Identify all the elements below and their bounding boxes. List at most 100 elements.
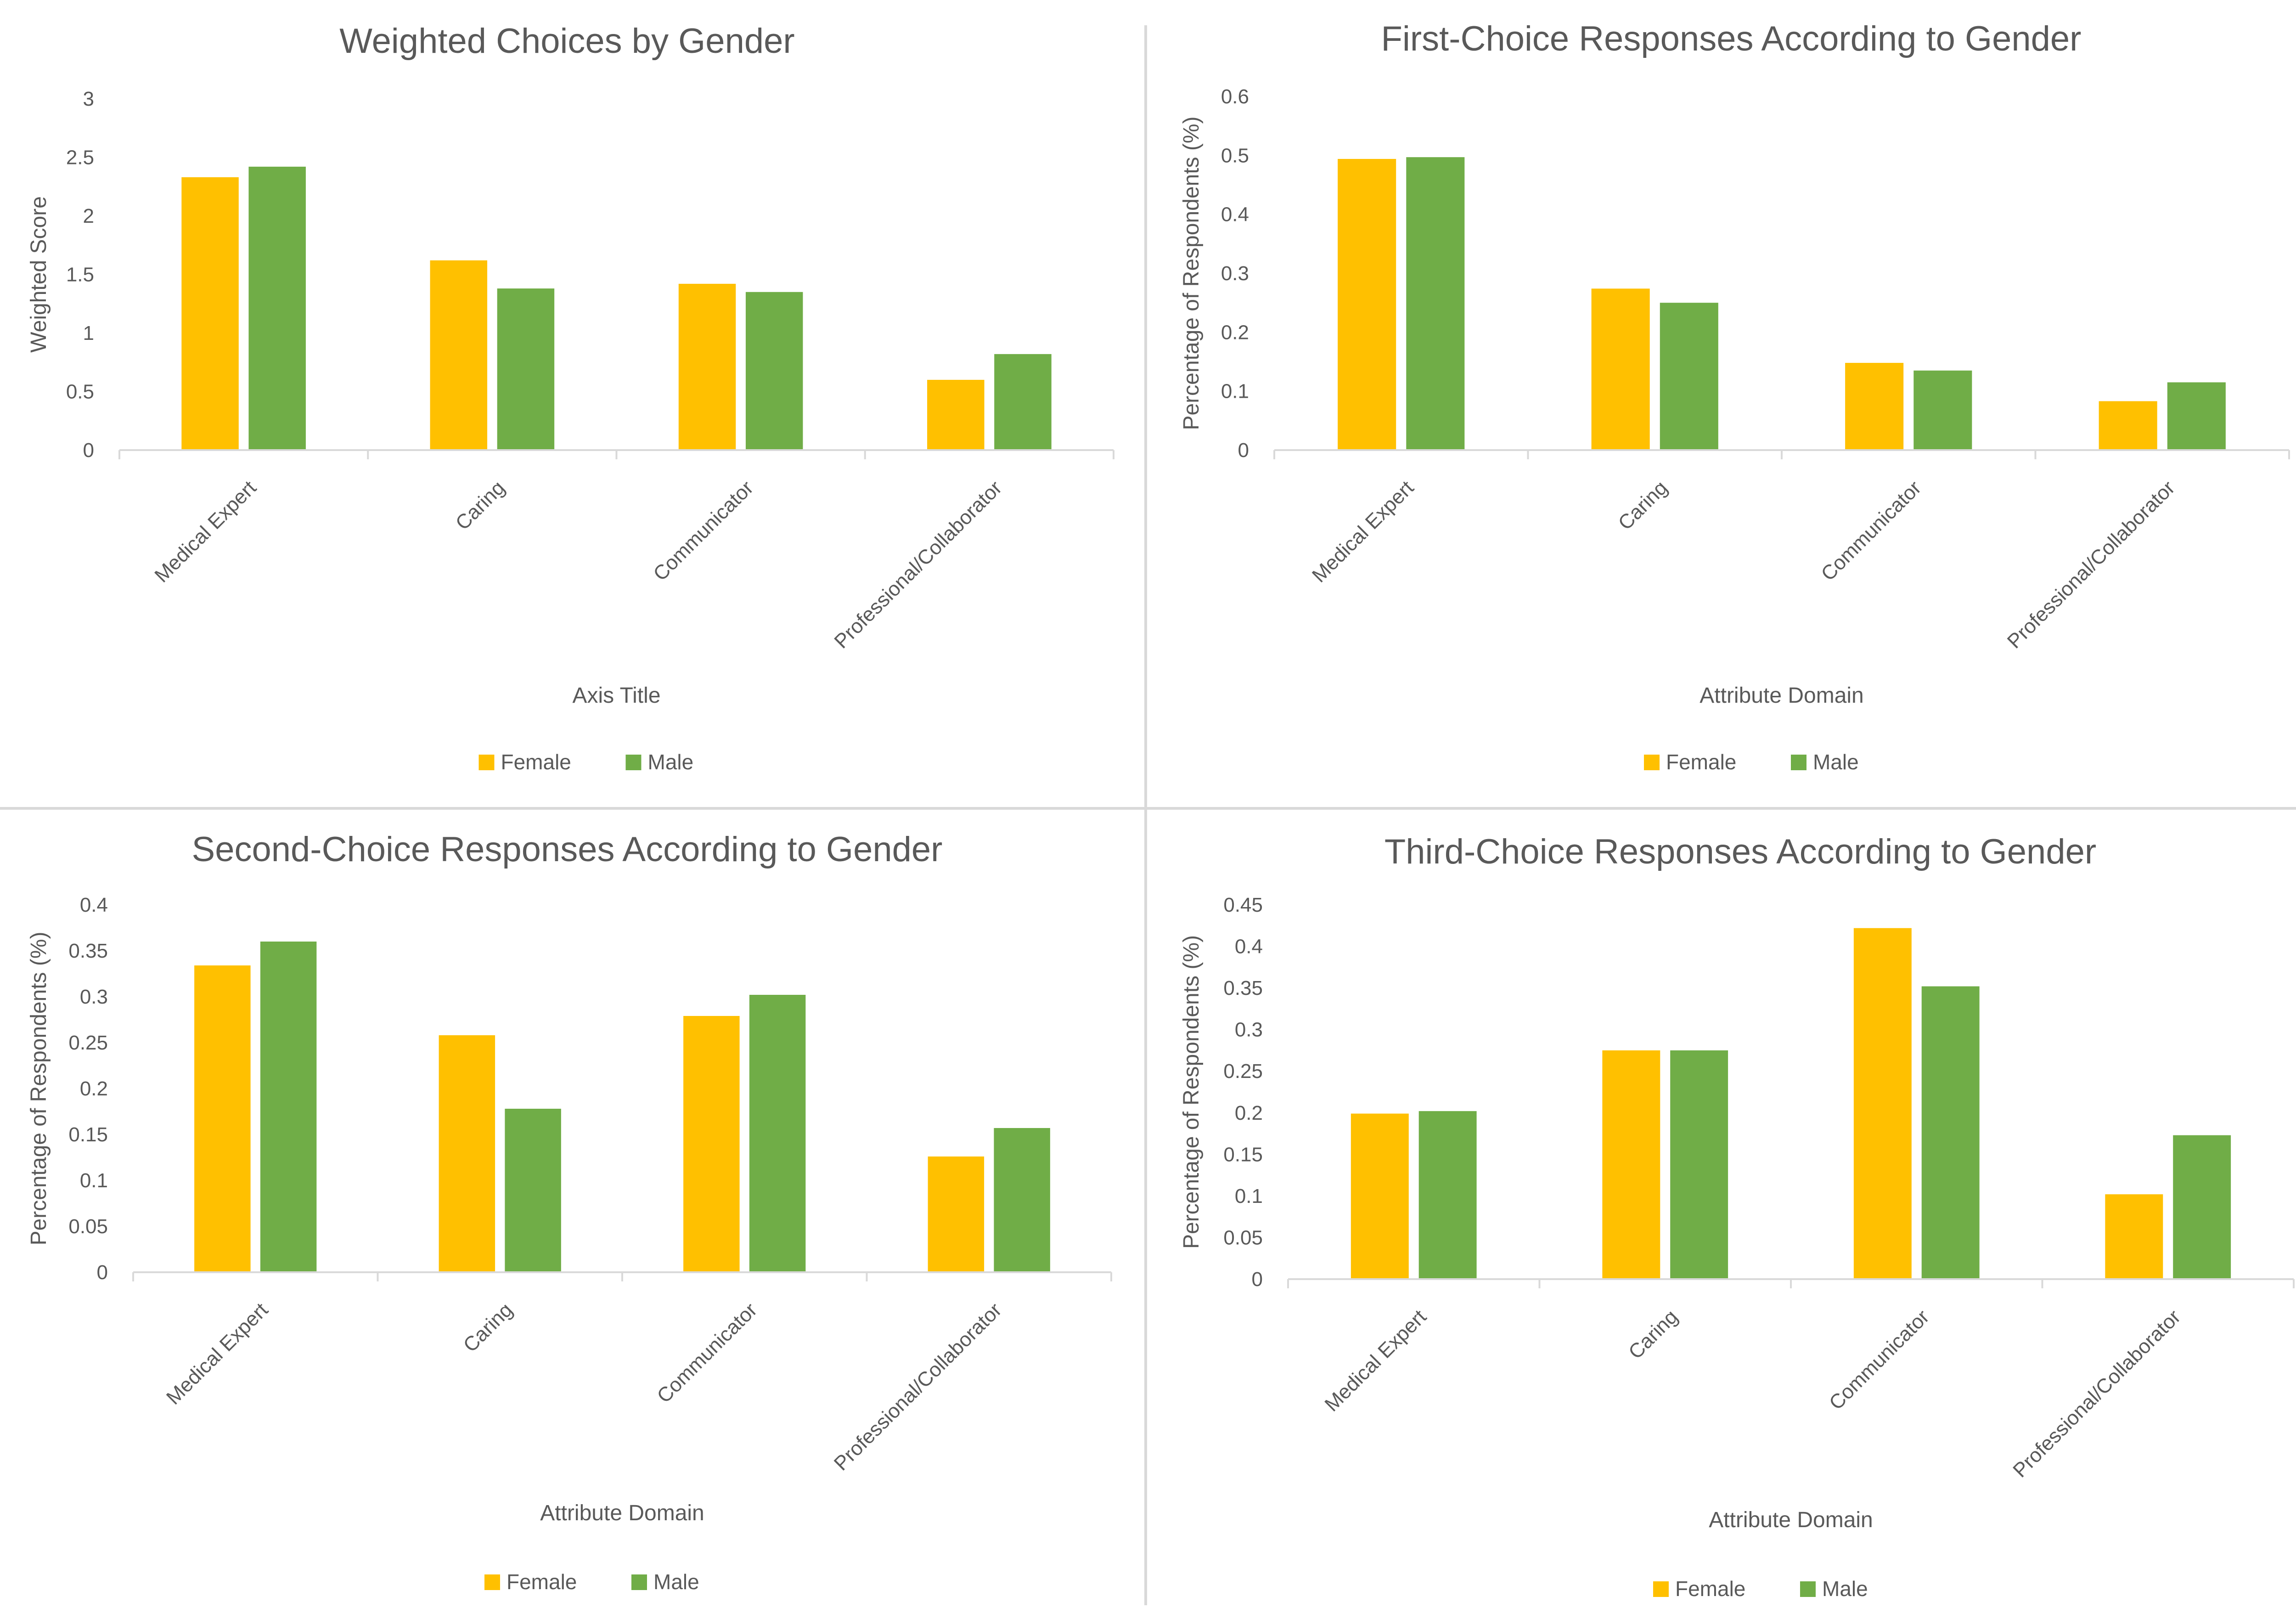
chart-4-male-bar-4 bbox=[2173, 1135, 2231, 1279]
chart-3-legend-swatch-female bbox=[484, 1574, 500, 1590]
chart-1-category-label: Caring bbox=[451, 476, 509, 534]
chart-4-female-bar-1 bbox=[1351, 1113, 1409, 1279]
chart-3-y-tick-label: 0.2 bbox=[80, 1077, 108, 1100]
chart-2-male-bar-3 bbox=[1913, 370, 1972, 450]
chart-2-category-label: Professional/Collaborator bbox=[2003, 476, 2179, 653]
chart-2-male-bar-2 bbox=[1660, 303, 1718, 450]
chart-2-female-bar-4 bbox=[2099, 401, 2157, 450]
chart-4-female-bar-4 bbox=[2105, 1194, 2163, 1279]
chart-1-female-bar-2 bbox=[430, 260, 488, 450]
chart-4-y-tick-label: 0.45 bbox=[1223, 894, 1263, 916]
chart-2-female-bar-3 bbox=[1845, 363, 1904, 450]
chart-3-y-tick-label: 0.1 bbox=[80, 1169, 108, 1192]
chart-3-category-label: Professional/Collaborator bbox=[830, 1298, 1006, 1475]
chart-2-title: First-Choice Responses According to Gend… bbox=[1381, 19, 2082, 58]
chart-3-female-bar-4 bbox=[928, 1156, 985, 1272]
chart-3-female-bar-1 bbox=[194, 965, 251, 1272]
chart-3-male-bar-2 bbox=[505, 1109, 561, 1272]
chart-3-legend-label-female: Female bbox=[506, 1570, 577, 1594]
chart-3-category-label: Caring bbox=[459, 1298, 517, 1356]
chart-2-female-bar-1 bbox=[1338, 159, 1396, 450]
chart-1-y-tick-label: 2 bbox=[83, 205, 94, 227]
chart-4-male-bar-1 bbox=[1418, 1111, 1477, 1279]
chart-2-y-axis-title: Percentage of Respondents (%) bbox=[1179, 116, 1204, 430]
chart-1-y-tick-label: 1 bbox=[83, 322, 94, 344]
chart-4-y-tick-label: 0.2 bbox=[1235, 1102, 1263, 1124]
chart-3-male-bar-4 bbox=[994, 1128, 1050, 1272]
chart-2-category-label: Caring bbox=[1614, 476, 1672, 534]
chart-3-legend-swatch-male bbox=[631, 1574, 647, 1590]
chart-3-title: Second-Choice Responses According to Gen… bbox=[192, 830, 943, 869]
chart-4-legend-swatch-male bbox=[1800, 1581, 1816, 1597]
chart-2-category-label: Communicator bbox=[1817, 476, 1925, 585]
chart-1-y-tick-label: 2.5 bbox=[66, 147, 94, 169]
chart-1-male-bar-4 bbox=[994, 354, 1052, 450]
chart-2-male-bar-1 bbox=[1406, 157, 1465, 450]
chart-4-y-tick-label: 0.4 bbox=[1235, 936, 1263, 958]
chart-3-y-tick-label: 0.15 bbox=[68, 1123, 108, 1146]
chart-2-female-bar-2 bbox=[1591, 288, 1650, 450]
chart-1-y-tick-label: 0 bbox=[83, 439, 94, 462]
chart-1-category-label: Medical Expert bbox=[150, 476, 260, 587]
chart-1-title: Weighted Choices by Gender bbox=[339, 22, 794, 61]
chart-2-y-tick-label: 0.2 bbox=[1221, 321, 1249, 344]
chart-1-male-bar-2 bbox=[497, 288, 555, 450]
chart-1-female-bar-1 bbox=[181, 177, 239, 451]
chart-1-legend-label-female: Female bbox=[501, 750, 571, 774]
chart-2-category-label: Medical Expert bbox=[1308, 476, 1418, 587]
chart-2-y-tick-label: 0 bbox=[1238, 439, 1249, 462]
chart-1-male-bar-1 bbox=[248, 166, 306, 450]
chart-4-male-bar-2 bbox=[1670, 1050, 1728, 1279]
chart-4-category-label: Caring bbox=[1624, 1305, 1682, 1363]
chart-1-y-tick-label: 3 bbox=[83, 88, 94, 110]
chart-4-y-tick-label: 0 bbox=[1252, 1268, 1263, 1291]
chart-3-legend-label-male: Male bbox=[653, 1570, 699, 1594]
chart-4-category-label: Medical Expert bbox=[1320, 1305, 1430, 1416]
chart-4-y-tick-label: 0.15 bbox=[1223, 1143, 1263, 1166]
chart-3-y-tick-label: 0.25 bbox=[68, 1032, 108, 1054]
chart-3-y-tick-label: 0.4 bbox=[80, 894, 108, 916]
chart-4-female-bar-2 bbox=[1602, 1050, 1660, 1279]
chart-4-legend-label-male: Male bbox=[1822, 1577, 1868, 1601]
chart-1-category-label: Communicator bbox=[649, 476, 758, 585]
chart-4-y-tick-label: 0.25 bbox=[1223, 1060, 1263, 1083]
chart-3-y-tick-label: 0.3 bbox=[80, 986, 108, 1008]
chart-2-legend-swatch-male bbox=[1791, 755, 1806, 770]
chart-4-female-bar-3 bbox=[1853, 928, 1912, 1279]
chart-3-male-bar-3 bbox=[749, 995, 806, 1272]
chart-4-legend-swatch-female bbox=[1653, 1581, 1669, 1597]
chart-4-male-bar-3 bbox=[1921, 986, 1980, 1279]
chart-1-y-axis-title: Weighted Score bbox=[27, 196, 51, 353]
chart-1-male-bar-3 bbox=[745, 292, 803, 450]
chart-4-y-tick-label: 0.35 bbox=[1223, 977, 1263, 999]
chart-3-female-bar-3 bbox=[683, 1016, 740, 1272]
chart-2-legend-label-female: Female bbox=[1666, 750, 1736, 774]
chart-3-category-label: Communicator bbox=[653, 1298, 761, 1407]
chart-2-x-axis-title: Attribute Domain bbox=[1699, 683, 1864, 708]
chart-2-y-tick-label: 0.4 bbox=[1221, 203, 1249, 226]
chart-4-title: Third-Choice Responses According to Gend… bbox=[1384, 832, 2096, 871]
chart-3-female-bar-2 bbox=[439, 1035, 495, 1272]
chart-3-y-tick-label: 0.35 bbox=[68, 940, 108, 962]
chart-3-male-bar-1 bbox=[260, 942, 317, 1272]
chart-4-y-axis-title: Percentage of Respondents (%) bbox=[1179, 935, 1204, 1249]
chart-1-legend-label-male: Male bbox=[648, 750, 694, 774]
chart-2-y-tick-label: 0.3 bbox=[1221, 262, 1249, 285]
chart-4-legend-label-female: Female bbox=[1675, 1577, 1745, 1601]
chart-4-y-tick-label: 0.05 bbox=[1223, 1226, 1263, 1249]
chart-3-category-label: Medical Expert bbox=[162, 1298, 272, 1409]
chart-2-legend-swatch-female bbox=[1644, 755, 1660, 770]
chart-4-category-label: Professional/Collaborator bbox=[2009, 1305, 2185, 1482]
chart-1-category-label: Professional/Collaborator bbox=[830, 476, 1006, 653]
chart-3-y-tick-label: 0 bbox=[97, 1261, 108, 1284]
chart-1-legend-swatch-male bbox=[625, 755, 642, 770]
chart-3-y-axis-title: Percentage of Respondents (%) bbox=[27, 931, 51, 1245]
chart-1-y-tick-label: 1.5 bbox=[66, 264, 94, 286]
chart-4-category-label: Communicator bbox=[1825, 1305, 1934, 1414]
chart-1-x-axis-title: Axis Title bbox=[572, 683, 660, 708]
chart-4-x-axis-title: Attribute Domain bbox=[1709, 1508, 1873, 1532]
chart-2-y-tick-label: 0.6 bbox=[1221, 85, 1249, 108]
chart-1-female-bar-4 bbox=[927, 380, 985, 450]
chart-4-y-tick-label: 0.3 bbox=[1235, 1019, 1263, 1041]
